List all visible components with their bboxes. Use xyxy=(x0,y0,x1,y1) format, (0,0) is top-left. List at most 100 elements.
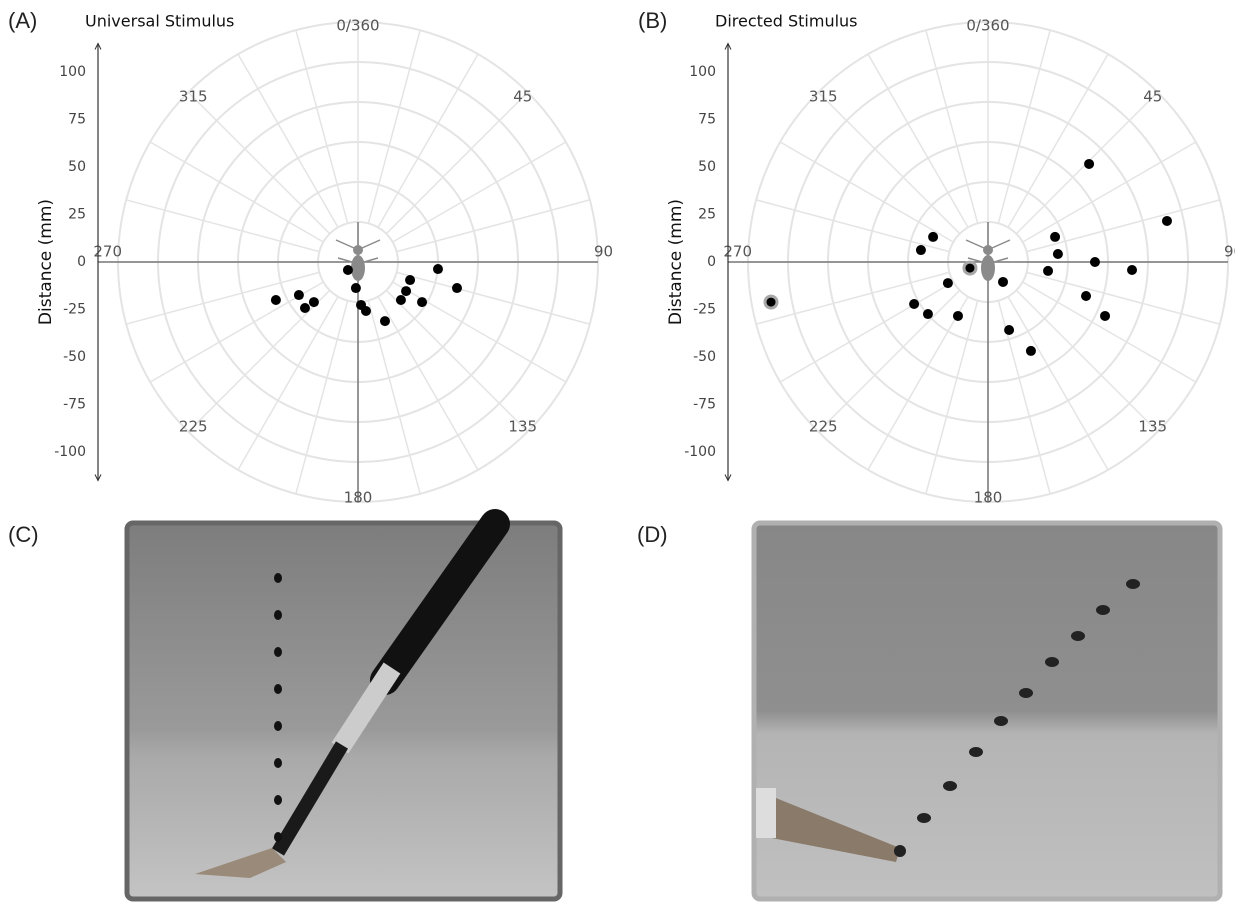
fly-icon xyxy=(353,245,363,255)
y-tick-label: 0 xyxy=(707,254,716,270)
chart-title: Directed Stimulus xyxy=(715,12,858,31)
spoke xyxy=(925,300,979,495)
spoke xyxy=(125,271,320,325)
axis-arrow xyxy=(724,474,732,482)
fly-icon xyxy=(983,245,993,255)
point xyxy=(417,297,428,308)
angle-label: 270 xyxy=(723,243,752,261)
spoke xyxy=(396,199,591,253)
y-tick-label: 50 xyxy=(68,159,86,175)
polar-chart: 0/360 45 90 135 180 225 270 315 100 75 50 25 0 -25 -50… xyxy=(638,8,1235,507)
angle-label: 45 xyxy=(513,88,532,106)
point xyxy=(1052,249,1063,260)
point xyxy=(922,309,933,320)
y-tick-label: 75 xyxy=(698,112,716,128)
angle-label: 135 xyxy=(1138,417,1167,435)
axis-arrow xyxy=(94,474,102,482)
point xyxy=(1025,345,1036,356)
panel-label: (D) xyxy=(637,522,668,547)
angle-label: 315 xyxy=(179,88,208,106)
y-tick-label: 100 xyxy=(689,64,716,80)
spoke xyxy=(385,91,529,235)
spoke xyxy=(377,53,479,228)
spoke xyxy=(149,141,324,243)
angle-label: 135 xyxy=(508,417,537,435)
spoke xyxy=(367,300,421,495)
y-tick-label: -50 xyxy=(693,349,716,365)
point xyxy=(308,297,319,308)
spoke xyxy=(392,141,567,243)
point xyxy=(342,264,353,275)
point xyxy=(928,231,939,242)
point xyxy=(270,295,281,305)
point xyxy=(1127,264,1138,275)
spoke xyxy=(1007,53,1109,228)
point xyxy=(299,302,310,313)
angle-label: 180 xyxy=(974,489,1003,507)
y-tick-label: -100 xyxy=(54,444,86,460)
axis-arrow xyxy=(94,42,102,50)
spoke xyxy=(755,271,950,325)
y-tick-label: -75 xyxy=(63,397,86,413)
angle-label: 225 xyxy=(179,417,208,435)
fly-icon xyxy=(965,239,1011,263)
spoke xyxy=(385,289,529,433)
point xyxy=(395,295,406,305)
spoke xyxy=(779,141,954,243)
spoke xyxy=(1022,141,1197,243)
y-tick-label: -25 xyxy=(63,302,86,318)
y-axis-label: Distance (mm) xyxy=(36,199,56,325)
spoke xyxy=(149,281,324,383)
spoke xyxy=(867,53,969,228)
y-tick-label: 25 xyxy=(698,207,716,223)
panel-label: (C) xyxy=(8,522,39,547)
spoke xyxy=(187,289,331,433)
point xyxy=(401,286,412,297)
fly-icon xyxy=(335,239,381,263)
spoke xyxy=(295,300,349,495)
angle-label: 90 xyxy=(1224,243,1235,261)
point xyxy=(379,316,390,327)
point xyxy=(766,297,776,307)
y-tick-label: 75 xyxy=(68,112,86,128)
spoke xyxy=(867,296,969,471)
point xyxy=(360,306,371,317)
spoke xyxy=(817,91,961,235)
spoke xyxy=(377,296,479,471)
angle-label: 270 xyxy=(93,243,122,261)
point xyxy=(909,298,920,309)
point xyxy=(1004,325,1015,336)
fly-icon xyxy=(981,255,995,281)
spoke xyxy=(187,91,331,235)
fly-icon xyxy=(351,255,365,281)
point xyxy=(350,283,361,294)
angle-label: 0/360 xyxy=(336,17,379,35)
y-tick-label: -25 xyxy=(693,302,716,318)
spoke xyxy=(997,29,1051,224)
angle-label: 225 xyxy=(809,417,838,435)
point xyxy=(1050,231,1061,242)
point xyxy=(432,264,443,275)
spoke xyxy=(779,281,954,383)
y-tick-label: 100 xyxy=(59,64,86,80)
spoke xyxy=(295,29,349,224)
polar-chart: 0/360 45 90 135 180 225 270 315 100 75 50 25 0 -25 -50… xyxy=(8,8,613,507)
axis-arrow xyxy=(724,42,732,50)
point xyxy=(405,275,416,286)
point xyxy=(1043,265,1054,276)
spoke xyxy=(925,29,979,224)
spoke xyxy=(1026,271,1221,325)
spoke xyxy=(367,29,421,224)
point xyxy=(1081,291,1092,302)
spoke xyxy=(396,271,591,325)
angle-label: 90 xyxy=(594,243,613,261)
panel-label: (B) xyxy=(638,8,667,33)
spoke xyxy=(1022,281,1197,383)
point xyxy=(293,290,304,301)
y-tick-label: 25 xyxy=(68,207,86,223)
point xyxy=(942,278,953,289)
spoke xyxy=(1015,289,1159,433)
angle-label: 45 xyxy=(1143,88,1162,106)
point xyxy=(1100,310,1111,321)
